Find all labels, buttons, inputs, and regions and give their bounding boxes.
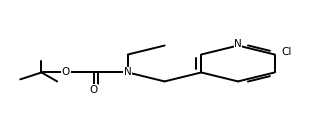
Text: Cl: Cl — [281, 47, 291, 57]
Text: O: O — [90, 85, 98, 95]
Text: O: O — [62, 67, 70, 77]
Text: N: N — [234, 39, 242, 49]
Text: N: N — [124, 67, 132, 77]
